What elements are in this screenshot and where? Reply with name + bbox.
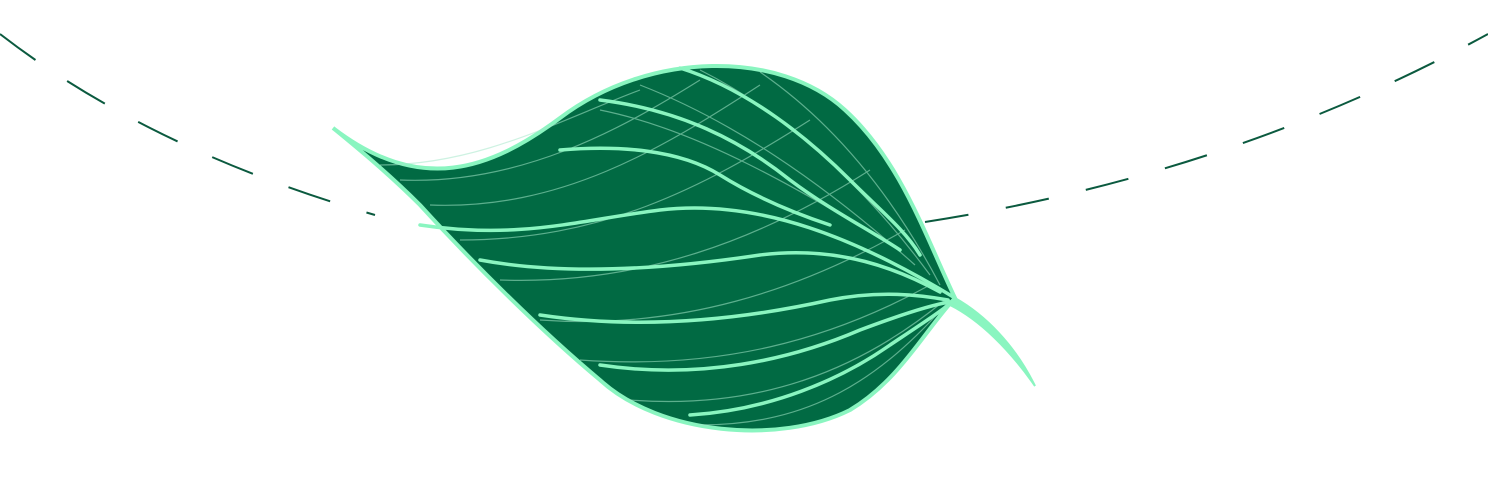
dashed-path-right bbox=[924, 33, 1488, 223]
dashed-flight-path bbox=[0, 33, 1488, 223]
dashed-path-left bbox=[0, 33, 376, 216]
leaf-stem bbox=[948, 296, 1036, 387]
leaf-midrib bbox=[418, 206, 957, 300]
leaf-veins bbox=[418, 66, 957, 417]
leaf-fine-lines bbox=[379, 69, 951, 426]
leaf bbox=[331, 63, 1036, 433]
